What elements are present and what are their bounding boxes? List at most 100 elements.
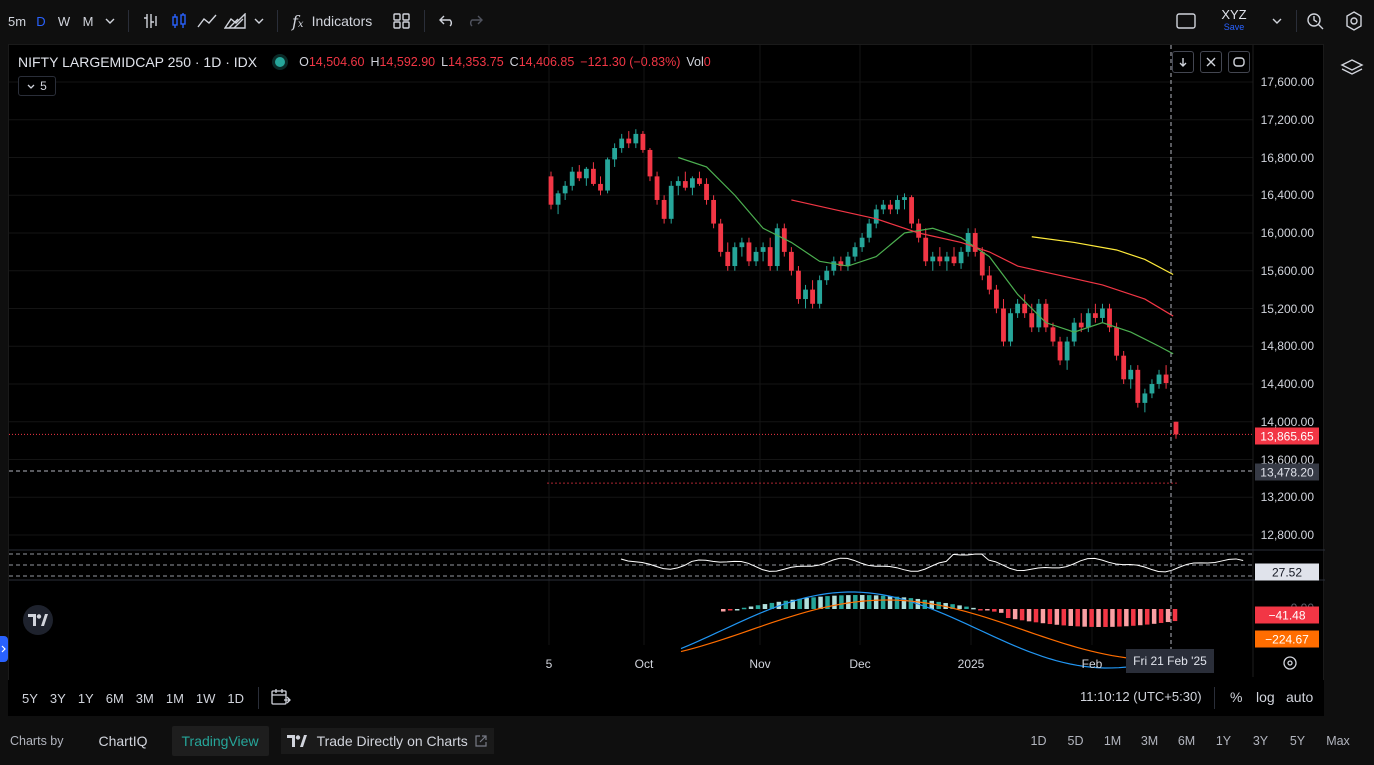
macd-histogram-bar bbox=[1117, 609, 1122, 627]
area-chart-type-icon[interactable] bbox=[221, 6, 249, 36]
macd-histogram-bar bbox=[901, 597, 907, 609]
quick-search-icon[interactable] bbox=[1302, 6, 1330, 36]
chart-pane[interactable]: NIFTY LARGEMIDCAP 250 · 1D · IDX O 14,504… bbox=[8, 44, 1325, 717]
low-value: 14,353.75 bbox=[448, 55, 504, 69]
candle-body bbox=[548, 176, 554, 205]
auto-scale-toggle[interactable]: auto bbox=[1286, 689, 1314, 705]
range-1d[interactable]: 1D bbox=[1030, 734, 1047, 748]
price-tick: 16,800.00 bbox=[1260, 150, 1314, 165]
time-settings-icon[interactable] bbox=[1282, 655, 1298, 674]
macd-histogram-bar bbox=[1068, 609, 1073, 626]
clock-timezone[interactable]: 11:10:12 (UTC+5:30) bbox=[1080, 689, 1202, 704]
range-5d[interactable]: 5D bbox=[1067, 734, 1084, 748]
provider-chartiq[interactable]: ChartIQ bbox=[98, 733, 148, 749]
fullscreen-icon[interactable] bbox=[1172, 6, 1200, 36]
reset-view-icon[interactable] bbox=[1228, 51, 1250, 73]
price-tick: 17,200.00 bbox=[1260, 112, 1314, 127]
close-label: C bbox=[509, 55, 519, 69]
macd-histogram-bar bbox=[1061, 609, 1067, 626]
macd-histogram-bar bbox=[790, 599, 795, 609]
percent-scale-toggle[interactable]: % bbox=[1230, 689, 1243, 705]
toolbar-divider bbox=[1214, 687, 1215, 709]
settings-gear-icon[interactable] bbox=[1340, 6, 1368, 36]
candle-body bbox=[902, 197, 907, 200]
indicators-collapse-toggle[interactable]: 5 bbox=[18, 76, 56, 96]
macd-histogram-bar bbox=[922, 599, 928, 609]
macd-histogram-bar bbox=[957, 605, 962, 609]
scroll-down-icon[interactable] bbox=[1172, 51, 1194, 73]
chevron-down-icon[interactable] bbox=[1264, 6, 1290, 36]
timeframe-3m[interactable]: 3M bbox=[135, 690, 154, 706]
line-chart-type-icon[interactable] bbox=[193, 6, 221, 36]
candle-body bbox=[951, 256, 957, 264]
range-max[interactable]: Max bbox=[1326, 734, 1350, 748]
date-range-icon[interactable] bbox=[271, 688, 291, 709]
interval-daily[interactable]: D bbox=[36, 13, 46, 29]
macd-histogram-bar bbox=[887, 596, 893, 609]
range-3m[interactable]: 3M bbox=[1140, 734, 1159, 748]
drawing-toolbar-handle[interactable] bbox=[0, 636, 8, 662]
price-chart[interactable] bbox=[9, 45, 1325, 717]
candlestick-type-icon[interactable] bbox=[165, 6, 193, 36]
timeframe-1y[interactable]: 1Y bbox=[77, 690, 94, 706]
symbol-legend: NIFTY LARGEMIDCAP 250 · 1D · IDX O 14,504… bbox=[18, 54, 717, 70]
macd-histogram-bar bbox=[734, 609, 740, 611]
high-label: H bbox=[370, 55, 380, 69]
log-scale-toggle[interactable]: log bbox=[1256, 689, 1275, 705]
candle-body bbox=[930, 256, 936, 262]
timeframe-6m[interactable]: 6M bbox=[105, 690, 124, 706]
range-5y[interactable]: 5Y bbox=[1289, 734, 1306, 748]
price-tick: 15,600.00 bbox=[1260, 263, 1314, 278]
chevron-down-icon[interactable] bbox=[249, 6, 269, 36]
toolbar-divider bbox=[277, 10, 278, 32]
price-tick: 13,200.00 bbox=[1260, 490, 1314, 505]
macd-histogram-bar bbox=[783, 600, 789, 609]
candle-body bbox=[711, 199, 717, 224]
range-1y[interactable]: 1Y bbox=[1215, 734, 1232, 748]
timeframe-1w[interactable]: 1W bbox=[195, 690, 216, 706]
candles bbox=[548, 129, 1179, 439]
candle-body bbox=[1043, 303, 1049, 328]
candle-body bbox=[591, 168, 596, 184]
macd-histogram-bar bbox=[832, 595, 837, 609]
timeframe-1d[interactable]: 1D bbox=[227, 690, 245, 706]
candle-body bbox=[718, 223, 724, 252]
macd-histogram-bar bbox=[880, 595, 886, 609]
volume-value: 0 bbox=[703, 55, 711, 69]
tradingview-logo-icon bbox=[286, 735, 307, 747]
object-tree-layers-icon[interactable] bbox=[1338, 54, 1366, 82]
undo-icon[interactable] bbox=[433, 6, 461, 36]
macd-histogram-bar bbox=[1075, 609, 1080, 627]
trade-on-charts-link[interactable]: Trade Directly on Charts bbox=[280, 728, 494, 754]
macd-histogram-bar bbox=[1026, 609, 1032, 622]
symbol-title[interactable]: NIFTY LARGEMIDCAP 250 · 1D · IDX bbox=[18, 54, 258, 70]
range-3y[interactable]: 3Y bbox=[1252, 734, 1269, 748]
close-icon[interactable] bbox=[1200, 51, 1222, 73]
interval-5m[interactable]: 5m bbox=[7, 13, 27, 29]
candle-body bbox=[979, 251, 985, 276]
bar-chart-type-icon[interactable] bbox=[137, 6, 165, 36]
chevron-down-icon[interactable] bbox=[100, 6, 120, 36]
candle-body bbox=[887, 204, 893, 210]
macd-histogram-bar bbox=[1082, 609, 1087, 627]
macd-histogram-bar bbox=[1019, 609, 1025, 621]
range-6m[interactable]: 6M bbox=[1177, 734, 1196, 748]
macd-histogram-bar bbox=[1158, 609, 1164, 623]
layout-save-button[interactable]: XYZ Save bbox=[1214, 8, 1254, 32]
timeframe-5y[interactable]: 5Y bbox=[22, 690, 38, 706]
redo-icon[interactable] bbox=[461, 6, 489, 36]
interval-monthly[interactable]: M bbox=[82, 13, 94, 29]
indicators-button[interactable]: fx Indicators bbox=[286, 6, 378, 36]
range-1m[interactable]: 1M bbox=[1103, 734, 1122, 748]
macd-histogram-bar bbox=[1110, 609, 1115, 627]
timeframe-3y[interactable]: 3Y bbox=[49, 690, 66, 706]
provider-tradingview[interactable]: TradingView bbox=[171, 726, 269, 756]
timeframe-1m[interactable]: 1M bbox=[165, 690, 184, 706]
candle-body bbox=[803, 289, 808, 300]
macd-histogram-bar bbox=[985, 609, 990, 611]
candle-body bbox=[633, 133, 639, 144]
tradingview-logo-icon[interactable] bbox=[23, 605, 53, 635]
interval-weekly[interactable]: W bbox=[57, 13, 71, 29]
candle-body bbox=[675, 181, 681, 186]
layouts-grid-icon[interactable] bbox=[388, 6, 416, 36]
